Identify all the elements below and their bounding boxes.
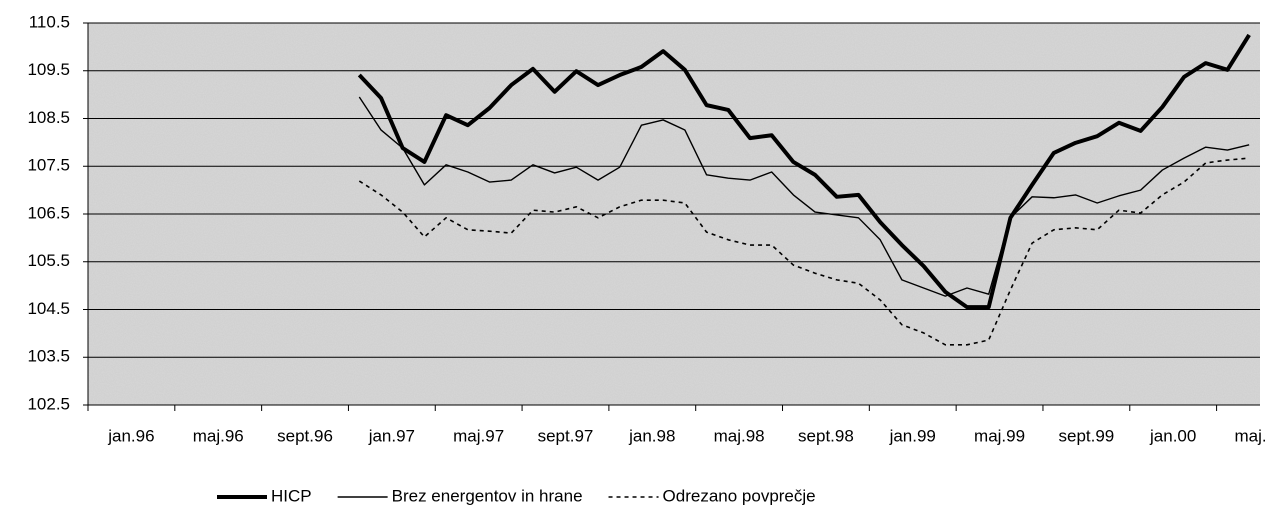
x-tick-label: jan.99 <box>889 426 936 445</box>
series-line <box>357 33 1251 310</box>
x-tick-label: sept.98 <box>798 426 854 445</box>
series-line <box>358 157 1250 346</box>
x-tick-label: maj.00 <box>1234 426 1265 445</box>
x-tick-label: maj.96 <box>193 426 244 445</box>
y-tick-label: 104.5 <box>27 299 70 318</box>
y-tick-label: 103.5 <box>27 347 70 366</box>
x-tick-label: sept.96 <box>277 426 333 445</box>
legend-label: Odrezano povprečje <box>663 486 816 505</box>
legend-label: HICP <box>271 486 312 505</box>
x-tick-label: maj.98 <box>714 426 765 445</box>
y-tick-label: 109.5 <box>27 60 70 79</box>
x-tick-label: maj.99 <box>974 426 1025 445</box>
x-tick-label: jan.96 <box>107 426 154 445</box>
y-tick-label: 107.5 <box>27 156 70 175</box>
y-tick-label: 105.5 <box>27 251 70 270</box>
x-tick-label: sept.99 <box>1058 426 1114 445</box>
x-tick-label: sept.97 <box>538 426 594 445</box>
y-tick-label: 106.5 <box>27 203 70 222</box>
x-tick-label: jan.00 <box>1149 426 1196 445</box>
x-tick-label: jan.98 <box>628 426 675 445</box>
legend-label: Brez energentov in hrane <box>392 486 583 505</box>
x-tick-label: jan.97 <box>368 426 415 445</box>
series-line <box>358 96 1250 297</box>
x-tick-label: maj.97 <box>453 426 504 445</box>
y-tick-label: 108.5 <box>27 108 70 127</box>
y-tick-label: 102.5 <box>27 394 70 413</box>
y-tick-label: 110.5 <box>29 12 70 31</box>
